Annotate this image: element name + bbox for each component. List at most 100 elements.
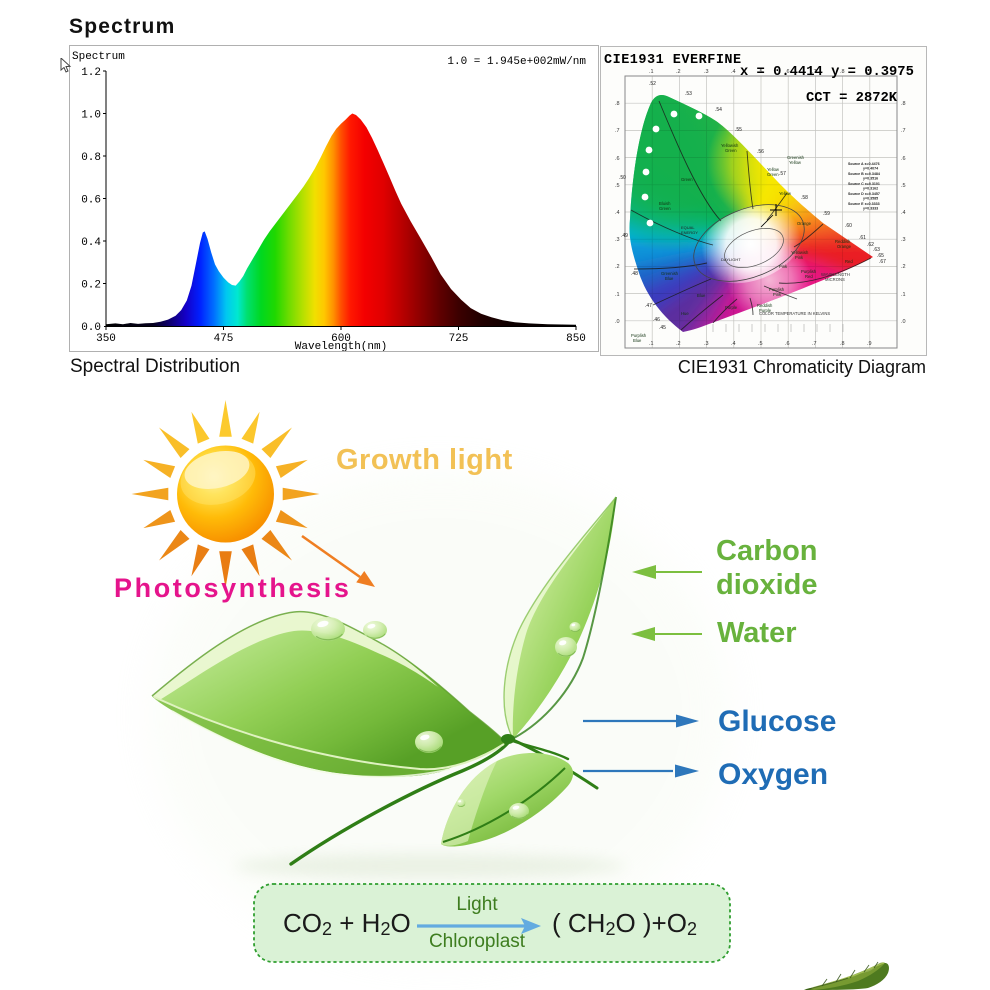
svg-text:WAVELENGTH: WAVELENGTH (821, 272, 850, 277)
svg-text:CCT = 2872K: CCT = 2872K (806, 91, 898, 106)
svg-text:y=0.3516: y=0.3516 (863, 177, 878, 181)
svg-text:Source A x=0.4476: Source A x=0.4476 (848, 162, 880, 166)
svg-text:.4: .4 (615, 210, 620, 216)
svg-text:0.2: 0.2 (81, 280, 101, 292)
svg-text:Purplish: Purplish (631, 333, 647, 338)
svg-text:0.8: 0.8 (81, 152, 101, 164)
svg-text:.2: .2 (676, 341, 681, 347)
svg-text:Reddish: Reddish (835, 239, 851, 244)
svg-text:y=0.3162: y=0.3162 (863, 187, 878, 191)
svg-text:Yellow: Yellow (779, 191, 792, 196)
svg-text:.6: .6 (901, 156, 906, 162)
svg-text:.0: .0 (901, 319, 906, 325)
svg-text:COLOR TEMPERATURE IN KELVINS: COLOR TEMPERATURE IN KELVINS (759, 311, 830, 316)
svg-text:.8: .8 (901, 101, 906, 107)
svg-text:Purplish: Purplish (769, 287, 785, 292)
svg-text:Green: Green (725, 148, 737, 153)
svg-text:Yellow: Yellow (767, 167, 780, 172)
svg-text:Green: Green (659, 206, 671, 211)
svg-text:.58: .58 (801, 195, 808, 201)
svg-text:350: 350 (96, 333, 116, 345)
svg-text:.47: .47 (645, 303, 652, 309)
svg-text:Greenish: Greenish (661, 271, 679, 276)
svg-text:.65: .65 (877, 253, 884, 259)
svg-text:.8: .8 (840, 341, 845, 347)
svg-text:Yellowish: Yellowish (791, 250, 809, 255)
svg-text:Purple: Purple (759, 308, 772, 313)
svg-text:.0: .0 (615, 319, 620, 325)
svg-text:MICRONS: MICRONS (825, 277, 845, 282)
svg-text:.49: .49 (621, 233, 628, 239)
svg-text:x = 0.4414 y = 0.3975: x = 0.4414 y = 0.3975 (740, 65, 914, 80)
svg-text:y=0.4074: y=0.4074 (863, 167, 878, 171)
svg-text:Yellow: Yellow (789, 160, 802, 165)
svg-text:Red: Red (845, 259, 853, 264)
svg-text:.1: .1 (649, 69, 654, 75)
svg-text:.8: .8 (615, 101, 620, 107)
svg-text:Greenish: Greenish (787, 155, 805, 160)
svg-text:1.0: 1.0 (81, 110, 101, 122)
svg-text:Red: Red (805, 274, 813, 279)
svg-text:Yellowish: Yellowish (721, 143, 739, 148)
svg-text:.3: .3 (704, 341, 709, 347)
svg-text:.55: .55 (735, 127, 742, 133)
svg-text:.1: .1 (901, 292, 906, 298)
svg-text:850: 850 (566, 333, 586, 345)
svg-text:.1: .1 (649, 341, 654, 347)
svg-text:Purple: Purple (725, 305, 738, 310)
svg-text:y=0.3333: y=0.3333 (863, 207, 878, 211)
svg-text:Wavelength(nm): Wavelength(nm) (295, 341, 387, 351)
svg-text:Hue: Hue (681, 311, 689, 316)
svg-text:600: 600 (331, 333, 351, 345)
svg-text:.54: .54 (715, 107, 722, 113)
svg-text:Blue: Blue (697, 293, 706, 298)
svg-text:.5: .5 (615, 183, 620, 189)
svg-text:.59: .59 (823, 211, 830, 217)
svg-text:1.0 = 1.945e+002mW/nm: 1.0 = 1.945e+002mW/nm (447, 56, 586, 68)
svg-text:.3: .3 (615, 237, 620, 243)
svg-text:EQUAL: EQUAL (681, 225, 695, 230)
svg-text:0.6: 0.6 (81, 195, 101, 207)
svg-text:.53: .53 (685, 91, 692, 97)
svg-text:Blue: Blue (633, 338, 642, 343)
svg-text:Purplish: Purplish (801, 269, 817, 274)
svg-text:1.2: 1.2 (81, 67, 101, 79)
svg-text:.5: .5 (758, 69, 763, 75)
svg-text:Green: Green (681, 177, 693, 182)
svg-text:.8: .8 (840, 69, 845, 75)
svg-text:Spectrum: Spectrum (72, 51, 125, 63)
svg-text:.6: .6 (615, 156, 620, 162)
svg-text:Pink: Pink (779, 264, 788, 269)
svg-text:.63: .63 (873, 247, 880, 253)
svg-text:y=0.3585: y=0.3585 (863, 197, 878, 201)
svg-text:Pink: Pink (773, 292, 782, 297)
svg-text:.2: .2 (901, 264, 906, 270)
svg-text:.48: .48 (631, 271, 638, 277)
svg-text:.3: .3 (704, 69, 709, 75)
svg-text:Reddish: Reddish (757, 303, 773, 308)
svg-text:Orange: Orange (837, 244, 852, 249)
svg-text:Source D x=0.3457: Source D x=0.3457 (848, 192, 880, 196)
svg-text:.1: .1 (615, 292, 620, 298)
svg-text:Blue: Blue (665, 276, 674, 281)
svg-text:Source E x=0.3333: Source E x=0.3333 (848, 202, 880, 206)
svg-text:0.0: 0.0 (81, 322, 101, 334)
svg-text:Source B x=0.3484: Source B x=0.3484 (848, 172, 880, 176)
svg-text:.45: .45 (659, 325, 666, 331)
svg-text:.50: .50 (619, 175, 626, 181)
svg-text:.61: .61 (859, 235, 866, 241)
svg-text:.6: .6 (785, 341, 790, 347)
svg-text:.2: .2 (676, 69, 681, 75)
svg-text:.7: .7 (615, 128, 620, 134)
svg-text:.60: .60 (845, 223, 852, 229)
svg-text:.5: .5 (901, 183, 906, 189)
svg-text:DAYLIGHT: DAYLIGHT (721, 257, 741, 262)
svg-text:.9: .9 (867, 69, 872, 75)
svg-text:Pink: Pink (795, 255, 804, 260)
svg-text:.56: .56 (757, 149, 764, 155)
svg-text:.4: .4 (731, 341, 736, 347)
svg-text:.4: .4 (901, 210, 906, 216)
svg-text:475: 475 (214, 333, 234, 345)
svg-text:.52: .52 (649, 81, 656, 87)
svg-text:.57: .57 (779, 171, 786, 177)
